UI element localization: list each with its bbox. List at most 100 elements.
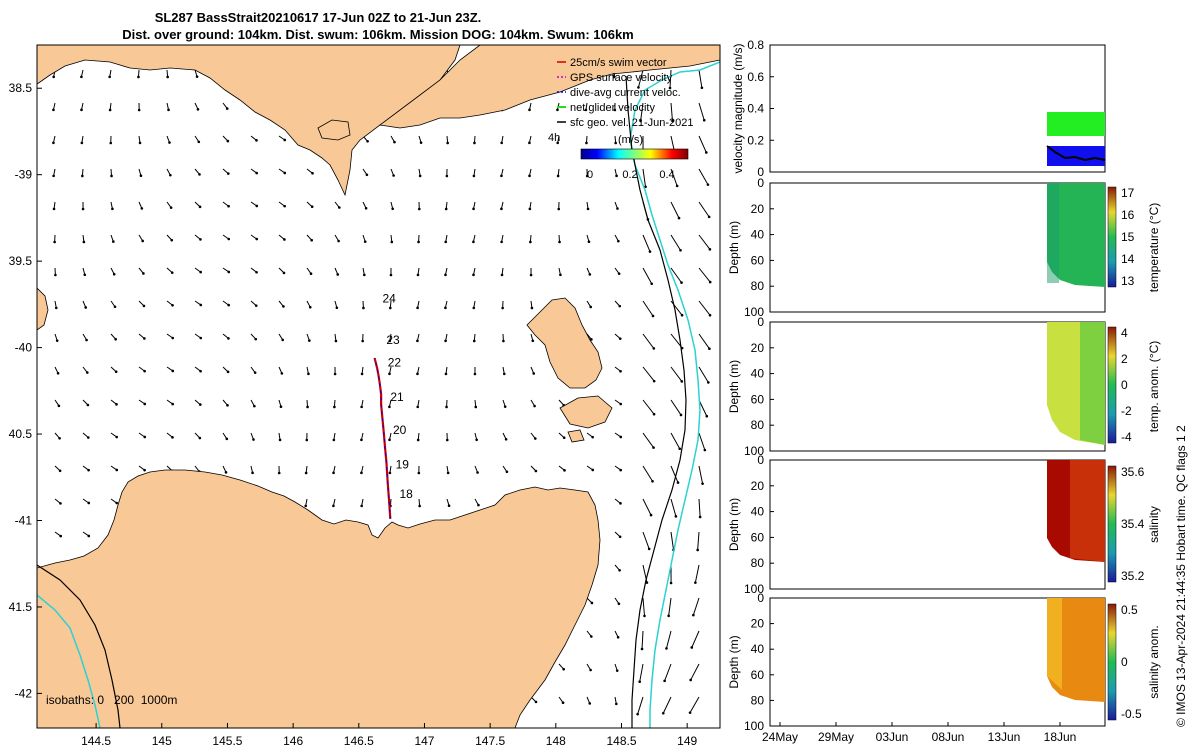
current-arrow [698, 432, 706, 451]
panel-ytick-label: 0.6 [747, 70, 764, 84]
current-arrow-head [618, 568, 621, 572]
land-islet [567, 429, 585, 443]
current-arrow-head [698, 515, 702, 519]
legend-swim-vector: 25cm/s swim vector [570, 57, 667, 69]
current-arrow-head [445, 405, 448, 409]
current-arrow-head [57, 404, 61, 408]
current-arrow-head [615, 174, 618, 178]
colorbar-tick-label: -4 [1121, 430, 1132, 444]
colorbar-tick-label: 2 [1121, 352, 1128, 366]
current-arrow-head [58, 469, 62, 473]
map-ytick-label: 38.5 [9, 81, 33, 95]
current-arrow-head [669, 581, 673, 585]
panel-ytick-label: 0.4 [747, 102, 764, 116]
current-arrow-head [500, 141, 503, 145]
colorbar-tick-label: 35.2 [1121, 569, 1145, 583]
current-arrow-head [167, 108, 170, 112]
current-arrow-head [473, 141, 476, 145]
current-arrow-head [556, 108, 559, 112]
current-arrow [642, 399, 655, 415]
current-arrow-head [310, 238, 313, 242]
current-arrow-head [308, 339, 311, 342]
panel-ytick-label: 0 [757, 591, 764, 605]
current-arrow-head [637, 86, 640, 89]
current-arrow-head [199, 270, 202, 274]
map-ticks: 144.5 145 145.5 146 146.5 147 147.5 148 148.5 149… [9, 81, 698, 748]
panel-ytick-label: 60 [751, 392, 765, 406]
panel-ytick-label: 60 [751, 668, 765, 682]
current-arrow-head [80, 108, 83, 112]
current-arrow-head [251, 471, 254, 475]
current-arrow-head [108, 75, 111, 79]
current-arrow-head [680, 380, 684, 383]
current-arrow-head [444, 306, 447, 310]
current-arrow-head [52, 75, 55, 79]
current-arrow-head [115, 468, 119, 472]
current-arrow-head [474, 405, 478, 409]
current-arrow [642, 234, 651, 252]
day-label: 24 [382, 292, 396, 306]
net-velocity-band [1047, 112, 1105, 136]
colorbar-tick-label: 35.6 [1121, 465, 1145, 479]
current-arrow-head [701, 482, 704, 485]
panel-ytick-label: 100 [744, 582, 764, 596]
current-arrow-head [224, 471, 228, 474]
current-arrow-head [692, 613, 695, 617]
current-arrow-head [55, 339, 59, 342]
panel-ytick-label: 0 [757, 176, 764, 190]
current-arrow [642, 267, 653, 284]
legend-gps-velocity: GPS surface velocity [570, 72, 673, 84]
current-arrow-head [388, 339, 392, 343]
current-arrow [698, 168, 709, 185]
current-arrow-head [198, 436, 202, 440]
colorbar-tick-1: 0.2 [622, 169, 637, 181]
current-arrow-head [306, 405, 309, 409]
current-arrow-head [255, 171, 258, 175]
panel-ytick-label: 0 [757, 453, 764, 467]
current-arrow-head [584, 108, 588, 112]
current-arrow-head [585, 174, 589, 178]
panel-ylabel: Depth (m) [727, 360, 741, 413]
current-arrow-head [503, 405, 507, 408]
panel-ytick-label: 20 [751, 617, 765, 631]
panel-ytick-label: 80 [751, 418, 765, 432]
current-arrow-head [680, 313, 684, 317]
current-arrow-head [254, 304, 258, 307]
map-xtick-label: 149 [677, 734, 697, 748]
current-arrow [697, 531, 700, 550]
current-arrow [637, 696, 644, 715]
current-arrow-head [585, 141, 588, 145]
current-arrow-head [618, 337, 622, 340]
current-arrow-head [671, 119, 674, 123]
current-arrow-head [362, 273, 366, 277]
current-arrow-head [227, 303, 230, 307]
current-arrow-head [618, 535, 622, 539]
panel-ytick-label: 100 [744, 305, 764, 319]
panel-ylabel: Depth (m) [727, 221, 741, 274]
current-arrow-head [362, 306, 365, 310]
map-legend: 25cm/s swim vector GPS surface velocity … [548, 57, 694, 181]
current-arrow-head [532, 372, 536, 375]
current-arrow-head [54, 273, 57, 277]
current-arrow-head [617, 272, 621, 275]
current-arrow-head [703, 448, 707, 452]
current-arrow-head [169, 173, 172, 177]
current-arrow-head [199, 303, 203, 307]
current-arrow-head [198, 403, 202, 406]
current-arrow-head [667, 614, 670, 618]
time-tick-label: 13Jun [988, 730, 1021, 744]
panel-ytick-label: 60 [751, 530, 765, 544]
current-arrow-head [143, 369, 146, 373]
side-note: © IMOS 13-Apr-2024 21:44:35 Hobart time.… [1174, 425, 1188, 727]
current-arrow-head [444, 339, 447, 343]
current-arrow-head [444, 207, 448, 211]
current-arrow-head [650, 282, 654, 286]
colorbar-tick-label: 0 [1121, 655, 1128, 669]
current-arrow-head [252, 438, 255, 441]
current-arrow-head [472, 339, 476, 343]
current-arrow-head [590, 601, 594, 605]
current-arrow-head [227, 270, 231, 274]
current-arrow-head [472, 273, 475, 277]
